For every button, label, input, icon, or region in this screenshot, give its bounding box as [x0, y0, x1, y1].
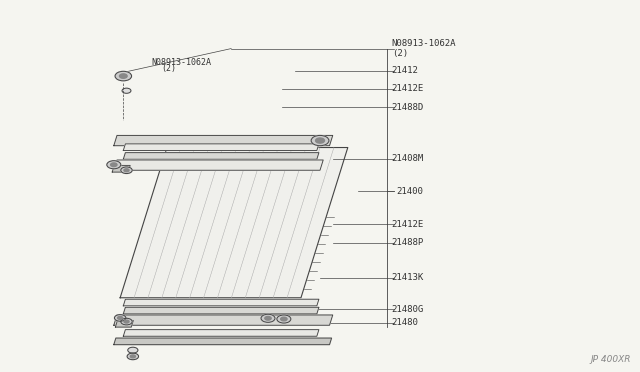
Polygon shape: [120, 148, 348, 298]
Text: JP 400XR: JP 400XR: [590, 355, 631, 364]
Circle shape: [115, 315, 126, 321]
Circle shape: [277, 315, 291, 323]
Circle shape: [120, 74, 127, 78]
Text: 21412E: 21412E: [392, 84, 424, 93]
Polygon shape: [114, 135, 333, 146]
Circle shape: [124, 320, 129, 323]
Circle shape: [111, 163, 117, 167]
Polygon shape: [115, 321, 133, 327]
Circle shape: [281, 317, 287, 321]
Polygon shape: [114, 160, 323, 170]
Text: 21408M: 21408M: [392, 154, 424, 163]
Text: 21488P: 21488P: [392, 238, 424, 247]
Polygon shape: [114, 338, 332, 345]
Circle shape: [118, 317, 123, 320]
Text: 21400: 21400: [396, 187, 423, 196]
Text: (2): (2): [161, 64, 177, 73]
Polygon shape: [114, 315, 333, 325]
Text: 21480: 21480: [392, 318, 419, 327]
Polygon shape: [124, 144, 319, 150]
Text: 21488D: 21488D: [392, 103, 424, 112]
Text: 21412E: 21412E: [392, 220, 424, 229]
Text: N08913-1062A: N08913-1062A: [152, 58, 212, 67]
Circle shape: [124, 169, 129, 172]
Circle shape: [122, 88, 131, 93]
Polygon shape: [124, 330, 319, 336]
Circle shape: [115, 71, 132, 81]
Polygon shape: [124, 307, 319, 314]
Circle shape: [121, 318, 132, 325]
Circle shape: [107, 161, 121, 169]
Circle shape: [265, 317, 271, 320]
Text: 21412: 21412: [392, 66, 419, 75]
Text: N08913-1062A
(2): N08913-1062A (2): [392, 39, 456, 58]
Circle shape: [121, 167, 132, 174]
Circle shape: [261, 314, 275, 322]
Text: 21480G: 21480G: [392, 305, 424, 314]
Circle shape: [127, 353, 138, 360]
Circle shape: [316, 138, 324, 143]
Circle shape: [128, 347, 138, 353]
Text: 21413K: 21413K: [392, 273, 424, 282]
Polygon shape: [124, 153, 319, 159]
Circle shape: [311, 135, 329, 146]
Polygon shape: [124, 299, 319, 306]
Circle shape: [131, 355, 136, 358]
Polygon shape: [112, 166, 130, 172]
